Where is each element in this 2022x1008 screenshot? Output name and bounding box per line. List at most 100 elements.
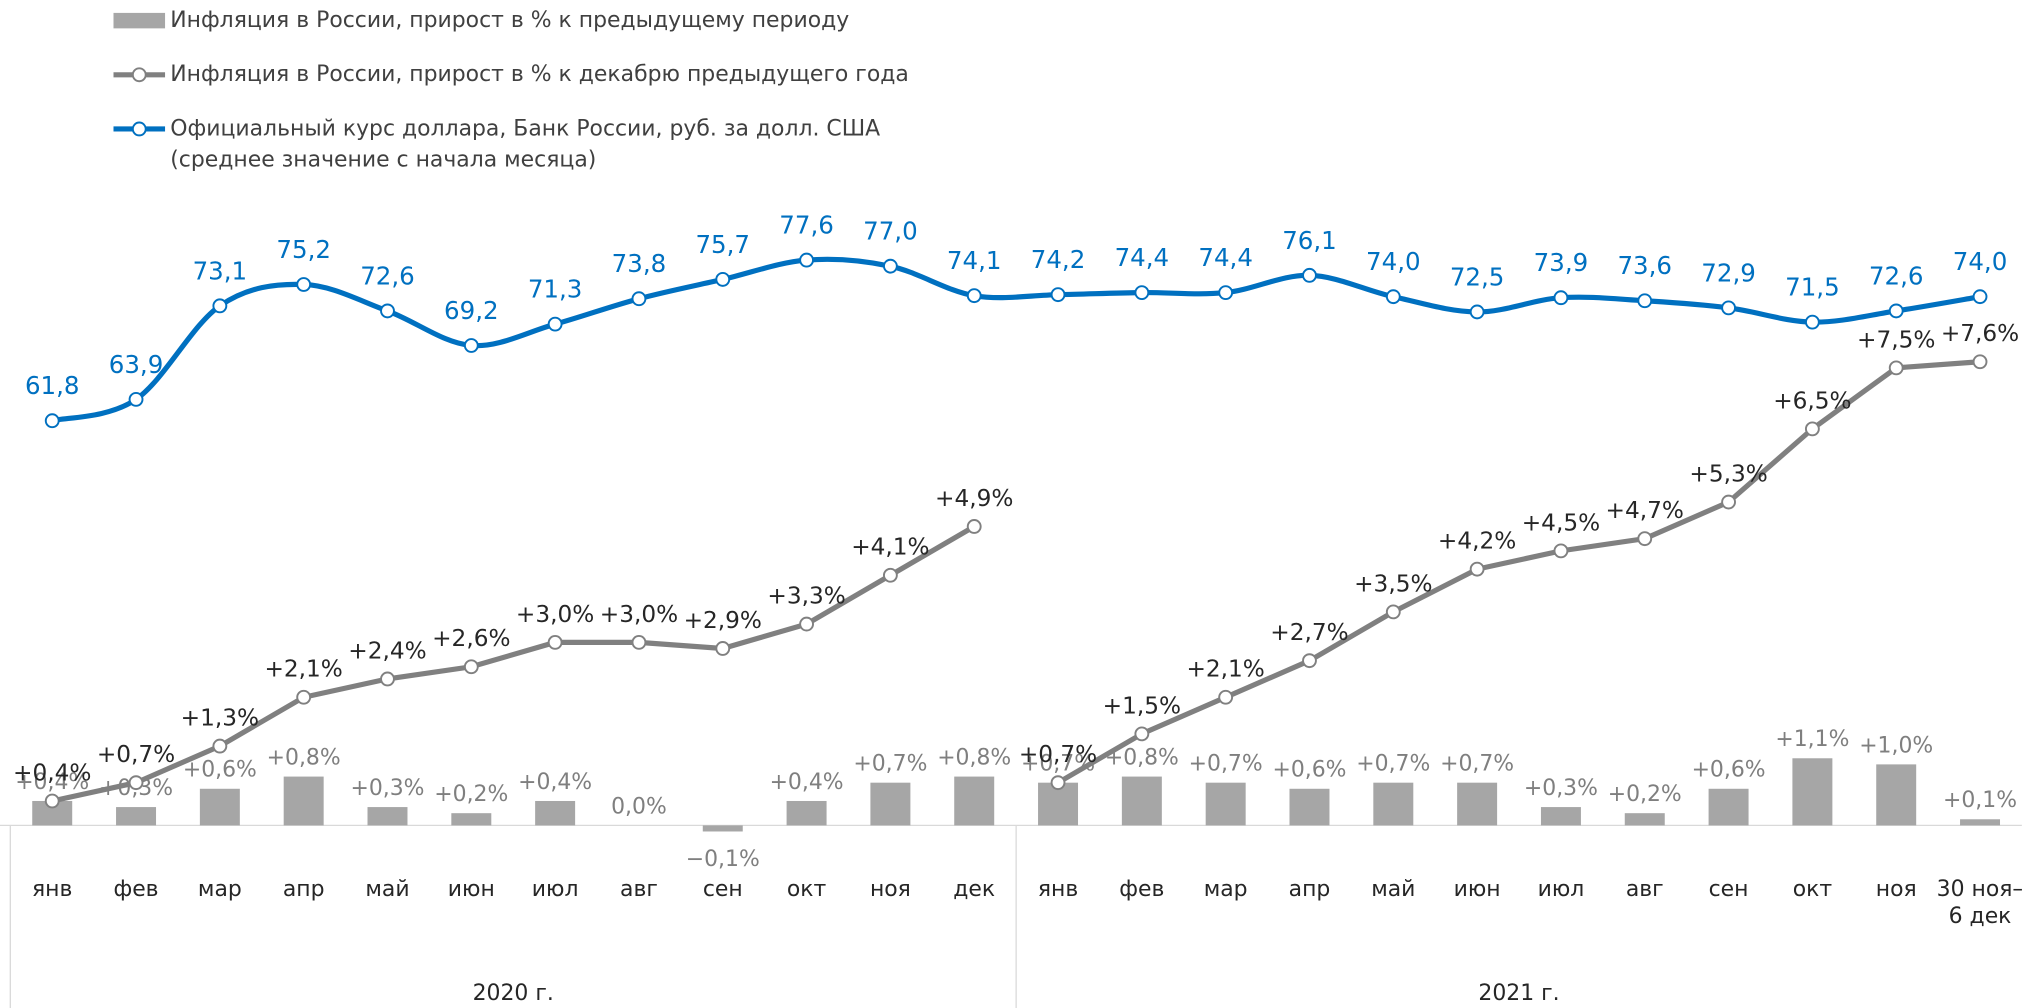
line-value-label: +3,3% <box>767 582 845 609</box>
marker <box>1218 285 1234 301</box>
marker <box>1050 287 1066 303</box>
marker <box>882 567 898 583</box>
line-value-label: 75,2 <box>276 235 331 264</box>
line-value-label: 69,2 <box>444 296 499 325</box>
marker <box>380 303 395 319</box>
x-tick-label: мар <box>198 877 242 902</box>
marker <box>1804 421 1820 437</box>
bar-value-label: +0,8% <box>937 746 1011 771</box>
bar-value-label: +0,7% <box>1189 752 1263 777</box>
line-value-label: 72,9 <box>1701 258 1756 287</box>
line <box>51 256 1981 424</box>
line-value-label: +1,3% <box>181 704 259 731</box>
line-value-label: +7,6% <box>1941 320 2019 347</box>
bar-value-label: +0,7% <box>1021 752 1095 777</box>
line-value-label: +4,5% <box>1522 509 1600 536</box>
marker <box>1721 300 1736 316</box>
line-value-label: +2,6% <box>432 625 510 652</box>
line-value-label: +6,5% <box>1773 387 1851 414</box>
marker <box>1469 304 1485 320</box>
x-tick-label: июн <box>1454 877 1501 902</box>
bar <box>1457 782 1498 826</box>
line-value-label: 73,8 <box>612 249 667 278</box>
marker <box>128 391 144 407</box>
line-value-label: +2,1% <box>1186 656 1264 683</box>
bar-value-label: +0,6% <box>1272 758 1346 783</box>
line-value-label: 74,0 <box>1953 247 2008 276</box>
x-tick-label: окт <box>1793 877 1833 902</box>
x-tick-label: 30 ноя– 6 дек <box>1937 877 2022 929</box>
marker <box>1218 689 1234 705</box>
line-value-label: 74,1 <box>947 246 1002 275</box>
x-tick-label: май <box>1371 877 1415 902</box>
legend-marker <box>131 67 147 83</box>
marker <box>296 277 312 292</box>
bar <box>535 800 576 826</box>
marker <box>1553 543 1569 559</box>
marker <box>1385 289 1401 305</box>
line-value-label: 72,5 <box>1450 262 1505 291</box>
marker <box>463 659 479 675</box>
x-tick-label: мар <box>1204 877 1248 902</box>
line <box>1056 359 1981 785</box>
legend-swatch <box>113 67 166 83</box>
line-value-label: +0,7% <box>97 741 175 768</box>
bar-value-label: +0,2% <box>1608 782 1682 807</box>
bar <box>1205 782 1246 826</box>
marker <box>799 616 814 632</box>
bar <box>283 776 324 826</box>
line-value-label: 74,0 <box>1366 247 1421 276</box>
line-value-label: +2,9% <box>684 607 762 634</box>
line-value-label: 76,1 <box>1282 226 1337 255</box>
x-tick-label: ноя <box>870 877 911 902</box>
marker <box>212 738 228 754</box>
marker <box>1134 285 1150 301</box>
marker <box>1721 494 1736 510</box>
legend-label: Инфляция в России, прирост в % к декабрю… <box>170 61 909 88</box>
legend-entry: Инфляция в России, прирост в % к декабрю… <box>113 59 909 113</box>
bar-value-label: +0,8% <box>267 746 341 771</box>
x-tick-label: ноя <box>1876 877 1917 902</box>
line-value-label: 73,9 <box>1534 248 1589 277</box>
x-tick-label: сен <box>1709 877 1749 902</box>
marker <box>1050 775 1066 791</box>
legend-swatch <box>113 121 166 137</box>
marker <box>1302 267 1317 283</box>
bar <box>1624 813 1665 826</box>
bar <box>1373 782 1414 826</box>
marker <box>966 519 982 534</box>
legend-entry: Официальный курс доллара, Банк России, р… <box>113 113 908 173</box>
bar-value-label: +0,4% <box>15 770 89 795</box>
marker <box>882 258 898 274</box>
line-value-label: 63,9 <box>109 350 164 379</box>
marker <box>1972 289 1988 305</box>
line-value-label: +1,5% <box>1103 692 1181 719</box>
bar <box>1121 776 1162 826</box>
line-value-label: +0,7% <box>1019 741 1097 768</box>
bar-value-label: +0,4% <box>518 770 592 795</box>
marker <box>1804 314 1820 330</box>
legend: Инфляция в России, прирост в % к предыду… <box>113 5 909 173</box>
x-tick-label: авг <box>620 877 658 902</box>
bar <box>954 776 995 826</box>
marker <box>799 252 814 268</box>
bar <box>702 825 743 832</box>
line-value-label: 74,4 <box>1198 243 1253 272</box>
marker <box>1553 290 1569 306</box>
line-value-label: +4,2% <box>1438 528 1516 555</box>
line-value-label: +7,5% <box>1857 326 1935 353</box>
line-value-label: +4,7% <box>1606 497 1684 524</box>
line-value-label: +0,4% <box>13 759 91 786</box>
bar-value-label: +0,1% <box>1943 788 2017 813</box>
bar <box>870 782 911 826</box>
line-value-label: 61,8 <box>25 371 80 400</box>
legend-marker <box>131 121 147 137</box>
bar <box>1792 758 1833 826</box>
marker <box>380 671 395 687</box>
x-tick-label: апр <box>283 877 325 902</box>
marker <box>966 288 982 304</box>
legend-label: Инфляция в России, прирост в % к предыду… <box>170 7 850 34</box>
bar-value-label: +0,7% <box>1356 752 1430 777</box>
legend-bar <box>113 12 166 29</box>
